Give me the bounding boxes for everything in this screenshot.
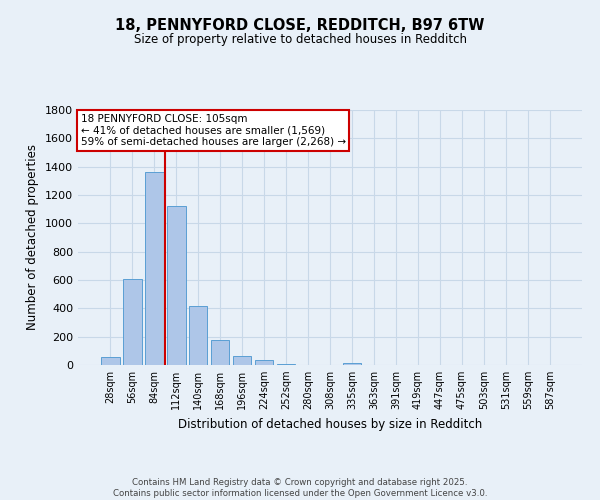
Bar [145,172,164,365]
Text: 18 PENNYFORD CLOSE: 105sqm
← 41% of detached houses are smaller (1,569)
59% of s: 18 PENNYFORD CLOSE: 105sqm ← 41% of deta… [80,114,346,147]
Bar [167,206,185,365]
Bar [101,357,119,365]
Bar [189,306,208,365]
X-axis label: Distribution of detached houses by size in Redditch: Distribution of detached houses by size … [178,418,482,430]
Y-axis label: Number of detached properties: Number of detached properties [26,144,40,330]
Bar [343,363,361,365]
Bar [211,340,229,365]
Bar [277,364,295,365]
Bar [123,278,142,365]
Bar [233,356,251,365]
Bar [255,360,274,365]
Text: Size of property relative to detached houses in Redditch: Size of property relative to detached ho… [133,32,467,46]
Text: 18, PENNYFORD CLOSE, REDDITCH, B97 6TW: 18, PENNYFORD CLOSE, REDDITCH, B97 6TW [115,18,485,32]
Text: Contains HM Land Registry data © Crown copyright and database right 2025.
Contai: Contains HM Land Registry data © Crown c… [113,478,487,498]
